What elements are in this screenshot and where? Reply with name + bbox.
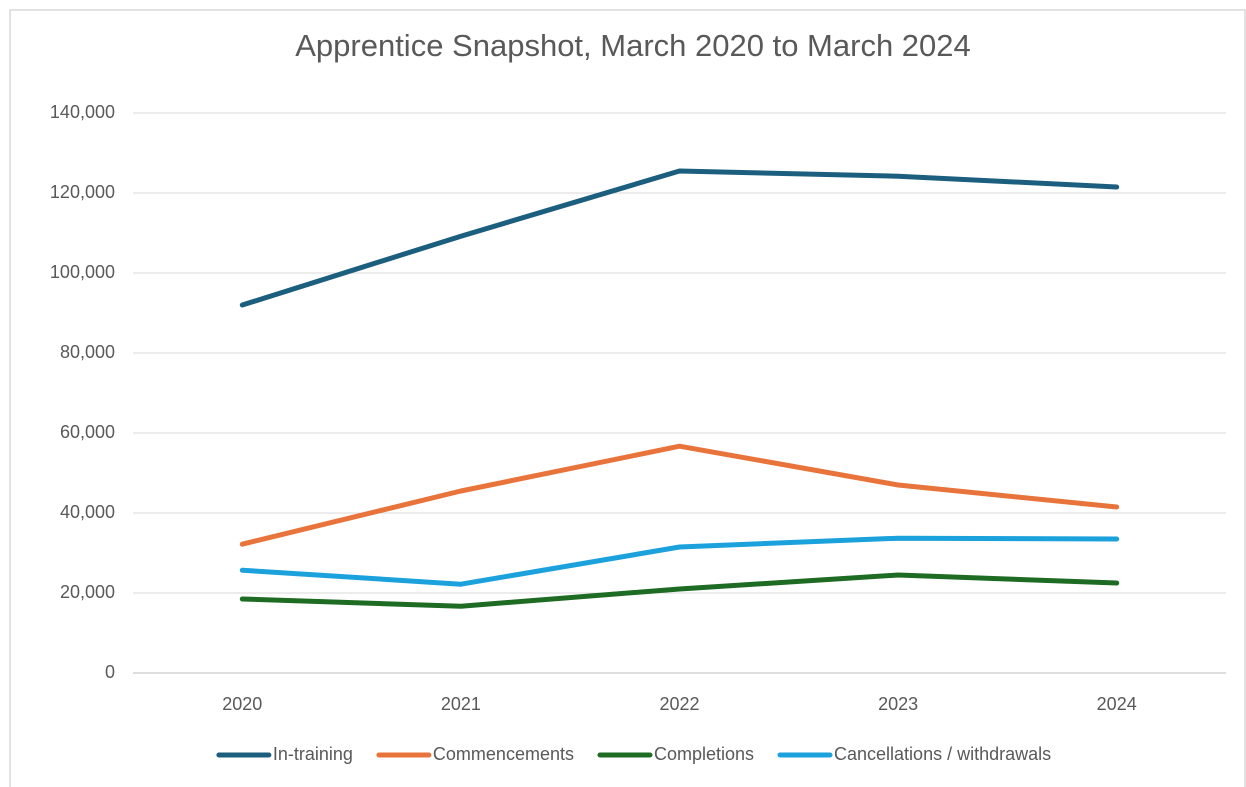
- chart-border: [9, 9, 1246, 787]
- y-tick-label: 0: [105, 662, 115, 682]
- y-tick-label: 80,000: [60, 342, 115, 362]
- series-line: [239, 443, 1120, 547]
- series-line: [239, 168, 1120, 308]
- y-tick-label: 60,000: [60, 422, 115, 442]
- chart-title: Apprentice Snapshot, March 2020 to March…: [295, 28, 971, 63]
- legend-label: Cancellations / withdrawals: [834, 744, 1051, 764]
- x-tick-label: 2020: [222, 694, 262, 714]
- series-line: [239, 535, 1120, 587]
- legend-label: Completions: [654, 744, 754, 764]
- x-tick-label: 2023: [878, 694, 918, 714]
- series-line: [239, 572, 1120, 609]
- y-tick-label: 120,000: [50, 182, 115, 202]
- legend-label: Commencements: [433, 744, 574, 764]
- x-tick-label: 2021: [441, 694, 481, 714]
- y-tick-label: 40,000: [60, 502, 115, 522]
- y-tick-label: 20,000: [60, 582, 115, 602]
- y-tick-label: 140,000: [50, 102, 115, 122]
- x-tick-label: 2022: [659, 694, 699, 714]
- legend-label: In-training: [273, 744, 353, 764]
- x-tick-label: 2024: [1097, 694, 1137, 714]
- y-tick-label: 100,000: [50, 262, 115, 282]
